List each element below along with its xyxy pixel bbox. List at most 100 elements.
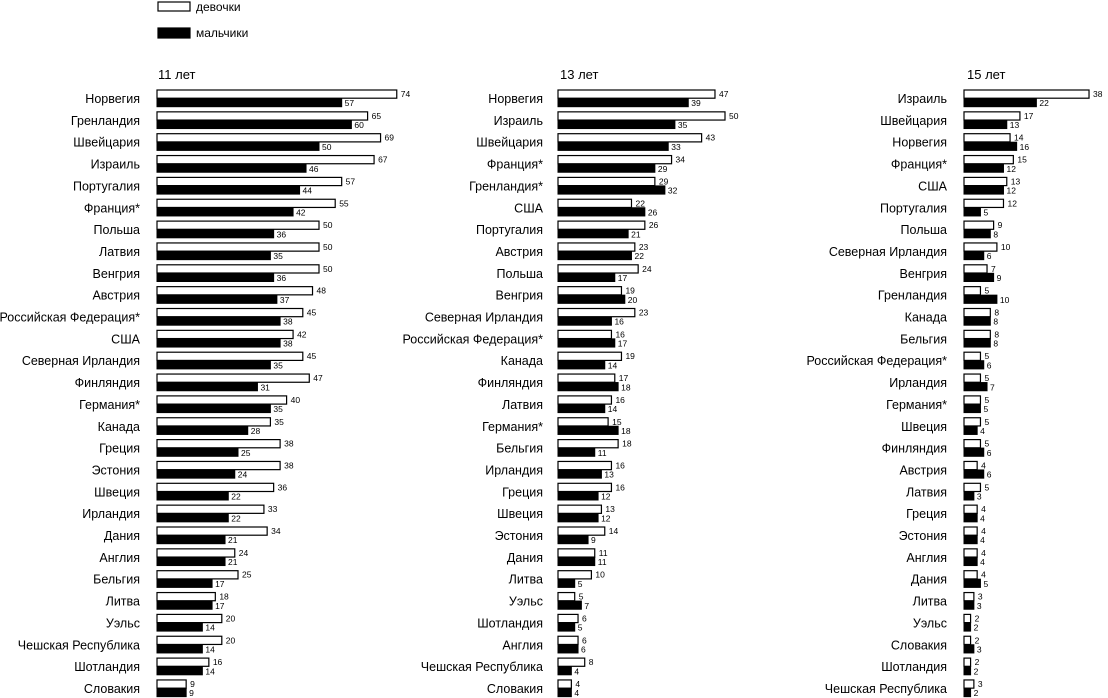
- value-label-girls: 5: [984, 439, 989, 449]
- bar-girls: [156, 548, 236, 558]
- value-label-boys: 11: [598, 448, 607, 458]
- value-label-girls: 13: [1011, 176, 1021, 186]
- bar-boys: [557, 622, 576, 632]
- category-label: Финляндия: [882, 442, 947, 456]
- bar-boys: [963, 229, 991, 239]
- bar-group: Дания 34 21: [104, 526, 281, 545]
- value-label-boys: 3: [977, 601, 982, 611]
- value-label-girls: 47: [719, 89, 729, 99]
- value-label-girls: 16: [615, 482, 625, 492]
- category-label: Эстония: [92, 463, 140, 477]
- bar-boys: [557, 578, 576, 588]
- bar-girls: [963, 154, 1014, 165]
- category-label: Литва: [913, 595, 947, 609]
- value-label-girls: 7: [991, 264, 996, 274]
- bar-girls: [963, 242, 998, 252]
- value-label-boys: 12: [601, 513, 611, 523]
- value-label-boys: 14: [205, 623, 215, 633]
- value-label-boys: 17: [215, 601, 225, 611]
- category-label: Швейцария: [880, 114, 947, 128]
- category-label: Гренландия: [71, 114, 140, 128]
- value-label-boys: 12: [1006, 186, 1016, 196]
- bar-group: Латвия 53: [906, 482, 989, 501]
- category-label: Норвегия: [892, 136, 947, 150]
- value-label-girls: 5: [984, 286, 989, 296]
- category-label: Гренландия: [878, 289, 947, 303]
- bar-boys: [156, 119, 352, 130]
- category-label: США: [918, 179, 947, 193]
- bar-girls: [557, 679, 572, 689]
- bar-boys: [557, 666, 572, 676]
- value-label-boys: 3: [977, 644, 982, 654]
- value-label-boys: 21: [228, 557, 238, 567]
- bar-girls: [963, 220, 995, 230]
- bar-girls: [557, 526, 606, 536]
- value-label-girls: 65: [372, 111, 382, 121]
- bar-group: Бельгия 18 11: [496, 439, 632, 458]
- value-label-boys: 6: [581, 644, 586, 654]
- value-label-boys: 16: [614, 317, 624, 327]
- bar-girls: [963, 329, 991, 340]
- bar-boys: [156, 513, 229, 523]
- bar-boys: [963, 644, 975, 654]
- value-label-boys: 17: [618, 339, 628, 349]
- bar-group: Бельгия 25 17: [93, 570, 252, 589]
- bar-boys: [963, 469, 985, 479]
- bar-group: Австрия 48 37: [92, 286, 326, 305]
- category-label: Словакия: [891, 638, 947, 652]
- bar-group: Словакия 23: [891, 635, 982, 654]
- value-label-boys: 18: [621, 426, 631, 436]
- value-label-girls: 5: [984, 395, 989, 405]
- bar-boys: [557, 360, 606, 370]
- bar-girls: [557, 613, 579, 624]
- value-label-boys: 12: [1006, 164, 1016, 174]
- bar-boys: [963, 338, 991, 348]
- bar-girls: [557, 329, 613, 340]
- value-label-boys: 31: [260, 382, 270, 392]
- bar-girls: [963, 373, 982, 383]
- bar-group: Бельгия 88: [900, 329, 999, 348]
- bar-boys: [963, 491, 975, 501]
- value-label-girls: 36: [278, 482, 288, 492]
- category-label: Дания: [507, 551, 543, 565]
- bar-boys: [557, 535, 589, 545]
- value-label-girls: 4: [981, 504, 986, 514]
- bar-boys: [557, 98, 689, 108]
- bar-girls: [963, 198, 1005, 209]
- bar-boys: [156, 556, 226, 567]
- value-label-boys: 5: [983, 404, 988, 414]
- value-label-boys: 6: [987, 470, 992, 480]
- bar-group: Чешская Республика 32: [825, 679, 983, 698]
- value-label-boys: 6: [987, 360, 992, 370]
- bar-group: Израиль 38 22: [898, 89, 1103, 108]
- value-label-boys: 18: [621, 382, 631, 392]
- category-label: Польша: [497, 267, 543, 281]
- category-label: США: [514, 201, 543, 215]
- category-label: Швеция: [901, 420, 947, 434]
- bar-girls: [557, 635, 579, 646]
- bar-boys: [156, 491, 229, 501]
- panel-title: 13 лет: [560, 67, 598, 82]
- bar-girls: [557, 264, 639, 274]
- value-label-boys: 4: [980, 535, 985, 545]
- category-label: Северная Ирландия: [829, 245, 947, 259]
- value-label-boys: 35: [678, 120, 688, 130]
- value-label-girls: 4: [981, 570, 986, 580]
- bar-boys: [963, 425, 978, 435]
- value-label-girls: 50: [323, 242, 333, 252]
- bar-girls: [963, 89, 1090, 99]
- category-label: Канада: [501, 354, 543, 368]
- category-label: Англия: [906, 551, 947, 565]
- bar-boys: [156, 403, 271, 414]
- panel-1: 11 лет Норвегия 74 57 Гренландия 65 60 Швейцари…: [0, 67, 410, 698]
- value-label-girls: 19: [625, 351, 635, 361]
- bar-group: Австрия 46: [899, 460, 991, 479]
- value-label-boys: 37: [280, 295, 290, 305]
- bar-boys: [557, 185, 666, 195]
- bar-boys: [963, 272, 995, 282]
- bar-girls: [963, 176, 1008, 187]
